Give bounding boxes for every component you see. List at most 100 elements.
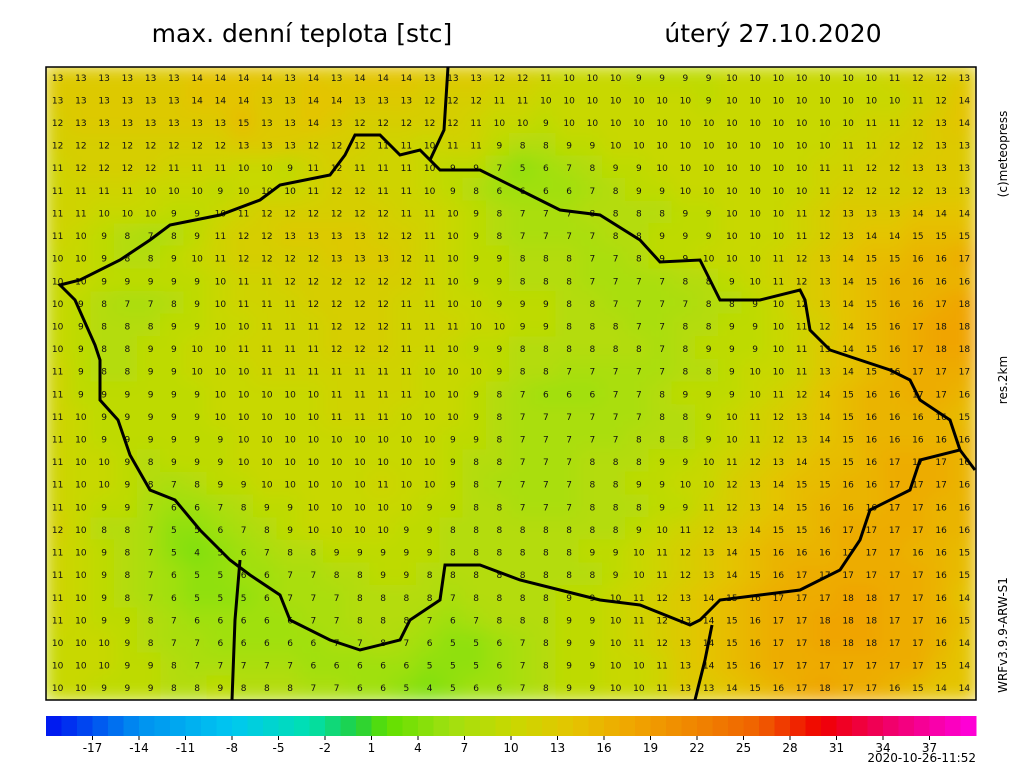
field-value: 13 xyxy=(773,458,784,468)
field-cell xyxy=(206,313,234,341)
field-cell xyxy=(253,110,281,137)
field-cell xyxy=(834,110,862,137)
field-cell xyxy=(439,67,467,92)
field-cell xyxy=(718,87,746,115)
field-value: 8 xyxy=(101,345,107,355)
field-cell xyxy=(671,291,699,318)
field-value: 10 xyxy=(633,96,645,106)
field-value: 10 xyxy=(470,368,482,378)
colorbar-step xyxy=(774,716,791,736)
field-value: 11 xyxy=(261,368,272,378)
field-cell xyxy=(625,200,653,228)
field-cell xyxy=(695,87,723,115)
field-value: 11 xyxy=(52,232,63,242)
field-cell xyxy=(485,291,513,318)
field-cell xyxy=(67,178,95,205)
field-cell xyxy=(718,358,746,386)
timestamp: 2020-10-26-11:52 xyxy=(867,751,976,765)
field-value: 14 xyxy=(842,277,854,287)
field-value: 12 xyxy=(308,277,319,287)
field-cell xyxy=(299,313,327,341)
colorbar-label: 4 xyxy=(414,741,422,755)
field-value: 10 xyxy=(680,119,692,129)
field-value: 8 xyxy=(520,277,526,287)
field-cell xyxy=(67,223,95,250)
field-value: 7 xyxy=(659,277,665,287)
field-value: 12 xyxy=(354,209,365,219)
field-cell xyxy=(695,471,723,499)
field-cell xyxy=(904,268,932,296)
colorbar-step xyxy=(867,716,884,736)
field-cell xyxy=(46,155,72,183)
field-cell xyxy=(509,110,537,137)
field-cell xyxy=(137,494,165,522)
field-cell xyxy=(741,426,769,454)
field-value: 13 xyxy=(145,74,156,84)
field-value: 12 xyxy=(424,119,435,129)
field-value: 14 xyxy=(215,96,227,106)
field-value: 12 xyxy=(819,232,830,242)
field-cell xyxy=(811,178,839,205)
field-value: 8 xyxy=(125,594,131,604)
field-value: 11 xyxy=(75,187,86,197)
field-value: 8 xyxy=(148,639,154,649)
field-cell xyxy=(485,178,513,205)
field-value: 9 xyxy=(287,503,293,513)
field-cell xyxy=(369,471,397,499)
field-value: 8 xyxy=(543,526,549,536)
field-cell xyxy=(578,245,606,273)
field-value: 9 xyxy=(729,277,735,287)
field-cell xyxy=(462,358,490,386)
field-value: 10 xyxy=(261,458,273,468)
field-cell xyxy=(904,132,932,160)
field-cell xyxy=(392,313,420,341)
field-cell xyxy=(625,404,653,431)
field-cell xyxy=(462,200,490,228)
field-value: 10 xyxy=(494,322,506,332)
field-value: 6 xyxy=(264,639,270,649)
field-value: 9 xyxy=(101,436,107,446)
field-value: 6 xyxy=(241,549,247,559)
field-value: 15 xyxy=(912,232,923,242)
field-value: 13 xyxy=(98,74,109,84)
field-cell xyxy=(346,494,374,522)
field-value: 9 xyxy=(566,594,572,604)
field-value: 13 xyxy=(168,74,179,84)
field-cell xyxy=(857,245,885,273)
field-value: 16 xyxy=(935,526,947,536)
field-cell xyxy=(671,494,699,522)
field-value: 9 xyxy=(427,549,433,559)
field-value: 10 xyxy=(703,458,715,468)
field-cell xyxy=(392,381,420,409)
field-cell xyxy=(602,110,630,137)
colorbar-label: 28 xyxy=(782,741,797,755)
field-value: 9 xyxy=(404,526,410,536)
field-value: 10 xyxy=(726,255,738,265)
field-cell xyxy=(741,336,769,363)
field-value: 7 xyxy=(125,300,131,310)
colorbar-step xyxy=(139,716,155,736)
field-cell xyxy=(857,291,885,318)
field-cell xyxy=(276,404,304,431)
field-value: 10 xyxy=(447,413,459,423)
field-cell xyxy=(927,336,955,363)
field-cell xyxy=(881,155,909,183)
field-value: 6 xyxy=(543,187,549,197)
field-value: 11 xyxy=(238,209,249,219)
field-cell xyxy=(90,517,118,544)
field-value: 15 xyxy=(959,616,970,626)
field-value: 9 xyxy=(729,322,735,332)
field-value: 8 xyxy=(543,594,549,604)
field-value: 11 xyxy=(517,96,528,106)
field-cell xyxy=(299,110,327,137)
field-cell xyxy=(811,223,839,250)
field-cell xyxy=(834,471,862,499)
colorbar-step xyxy=(666,716,682,736)
field-value: 10 xyxy=(52,300,64,310)
field-cell xyxy=(555,336,583,363)
field-cell xyxy=(276,200,304,228)
field-value: 17 xyxy=(912,322,923,332)
field-value: 8 xyxy=(543,662,549,672)
field-cell xyxy=(904,291,932,318)
field-cell xyxy=(485,471,513,499)
